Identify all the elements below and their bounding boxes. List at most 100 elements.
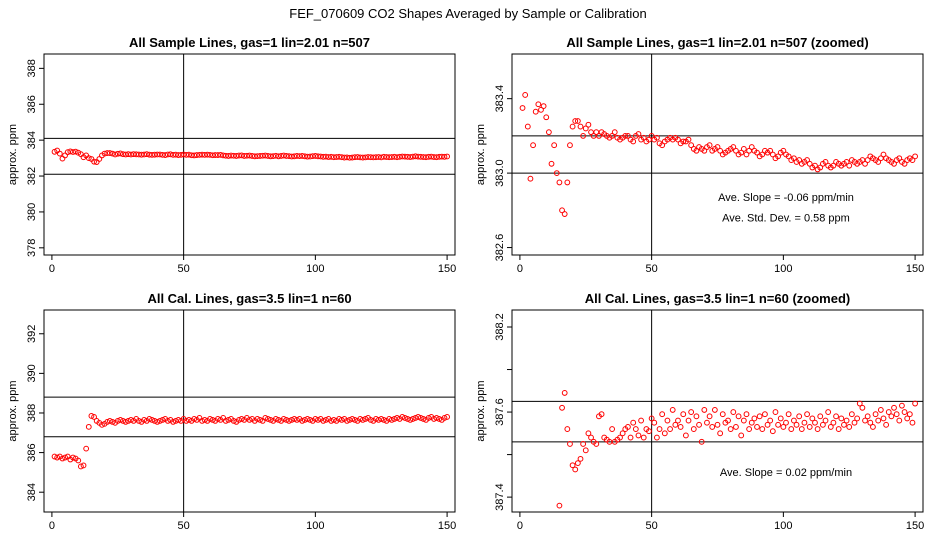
- data-point: [378, 416, 385, 422]
- data-point: [441, 153, 448, 160]
- data-point: [238, 416, 245, 422]
- data-point: [846, 162, 853, 169]
- data-point: [425, 415, 432, 421]
- data-point: [870, 424, 876, 430]
- data-point: [838, 415, 845, 422]
- data-point: [630, 419, 637, 426]
- data-point: [817, 413, 824, 420]
- y-tick-label: 392: [26, 325, 38, 343]
- data-point: [885, 409, 892, 415]
- data-point: [814, 426, 821, 432]
- data-point: [711, 407, 718, 413]
- data-point: [267, 417, 274, 423]
- data-point: [412, 153, 419, 160]
- data-point: [101, 150, 108, 157]
- data-point: [362, 416, 369, 422]
- data-point: [62, 454, 68, 461]
- data-point: [214, 416, 221, 422]
- data-point: [59, 455, 66, 462]
- data-point: [186, 417, 192, 423]
- data-point: [698, 438, 705, 445]
- data-point: [896, 417, 903, 424]
- data-point: [286, 418, 292, 424]
- data-point: [99, 421, 105, 428]
- data-point: [912, 400, 918, 407]
- y-tick-label: 386: [26, 95, 38, 113]
- data-point: [830, 162, 837, 169]
- data-point: [646, 428, 652, 435]
- data-point: [656, 426, 663, 432]
- data-point: [888, 413, 895, 420]
- y-tick-label: 382.6: [494, 234, 506, 262]
- data-point: [785, 153, 792, 160]
- data-point: [891, 404, 897, 411]
- plot-frame: [511, 53, 924, 256]
- data-point: [59, 155, 66, 162]
- data-point: [864, 413, 871, 420]
- data-point: [717, 430, 724, 437]
- data-point: [648, 132, 655, 139]
- data-point: [717, 147, 724, 154]
- data-point: [877, 407, 884, 413]
- data-point: [128, 417, 134, 423]
- data-point: [170, 418, 176, 425]
- y-tick-label: 386: [26, 443, 38, 461]
- data-point: [315, 417, 321, 423]
- data-point: [77, 463, 84, 470]
- data-point: [883, 421, 890, 428]
- data-point: [688, 409, 695, 415]
- data-point: [791, 417, 797, 424]
- data-point: [109, 418, 116, 425]
- data-point: [638, 417, 644, 424]
- data-point: [543, 114, 550, 121]
- data-point: [186, 151, 192, 158]
- data-point: [654, 134, 660, 141]
- data-point: [682, 432, 689, 439]
- data-point: [743, 411, 750, 418]
- data-point: [75, 457, 82, 464]
- data-point: [367, 417, 374, 423]
- data-point: [891, 160, 897, 167]
- data-point: [714, 144, 721, 150]
- data-point: [569, 123, 576, 130]
- data-series: [519, 92, 918, 217]
- y-tick-label: 384: [26, 483, 38, 501]
- data-point: [625, 424, 631, 430]
- data-point: [627, 434, 634, 441]
- data-point: [675, 136, 681, 143]
- y-tick-label: 390: [26, 364, 38, 382]
- x-tick-label: 150: [906, 520, 924, 532]
- data-point: [812, 419, 818, 426]
- data-point: [880, 415, 887, 422]
- data-point: [556, 502, 563, 509]
- data-point: [346, 154, 353, 161]
- data-point: [756, 413, 763, 420]
- data-point: [323, 417, 329, 423]
- data-point: [701, 407, 708, 413]
- data-point: [843, 159, 850, 165]
- data-point: [825, 409, 832, 415]
- data-point: [746, 426, 753, 432]
- data-point: [801, 419, 808, 426]
- y-tick-label: 383.4: [494, 85, 506, 113]
- y-axis-label: approx. ppm: [7, 380, 19, 441]
- data-point: [585, 121, 592, 128]
- data-point: [567, 142, 573, 149]
- data-point: [351, 417, 358, 423]
- data-point: [901, 160, 908, 167]
- data-point: [769, 428, 776, 435]
- data-point: [354, 154, 361, 160]
- data-point: [725, 417, 731, 424]
- data-point: [572, 466, 579, 473]
- data-point: [775, 421, 781, 428]
- data-point: [304, 153, 311, 160]
- data-point: [651, 419, 658, 426]
- data-point: [654, 434, 660, 441]
- y-tick-label: 388: [26, 404, 38, 422]
- data-point: [559, 404, 565, 411]
- data-point: [138, 151, 145, 158]
- x-tick-label: 100: [774, 263, 792, 275]
- data-point: [854, 415, 861, 422]
- data-point: [280, 152, 287, 159]
